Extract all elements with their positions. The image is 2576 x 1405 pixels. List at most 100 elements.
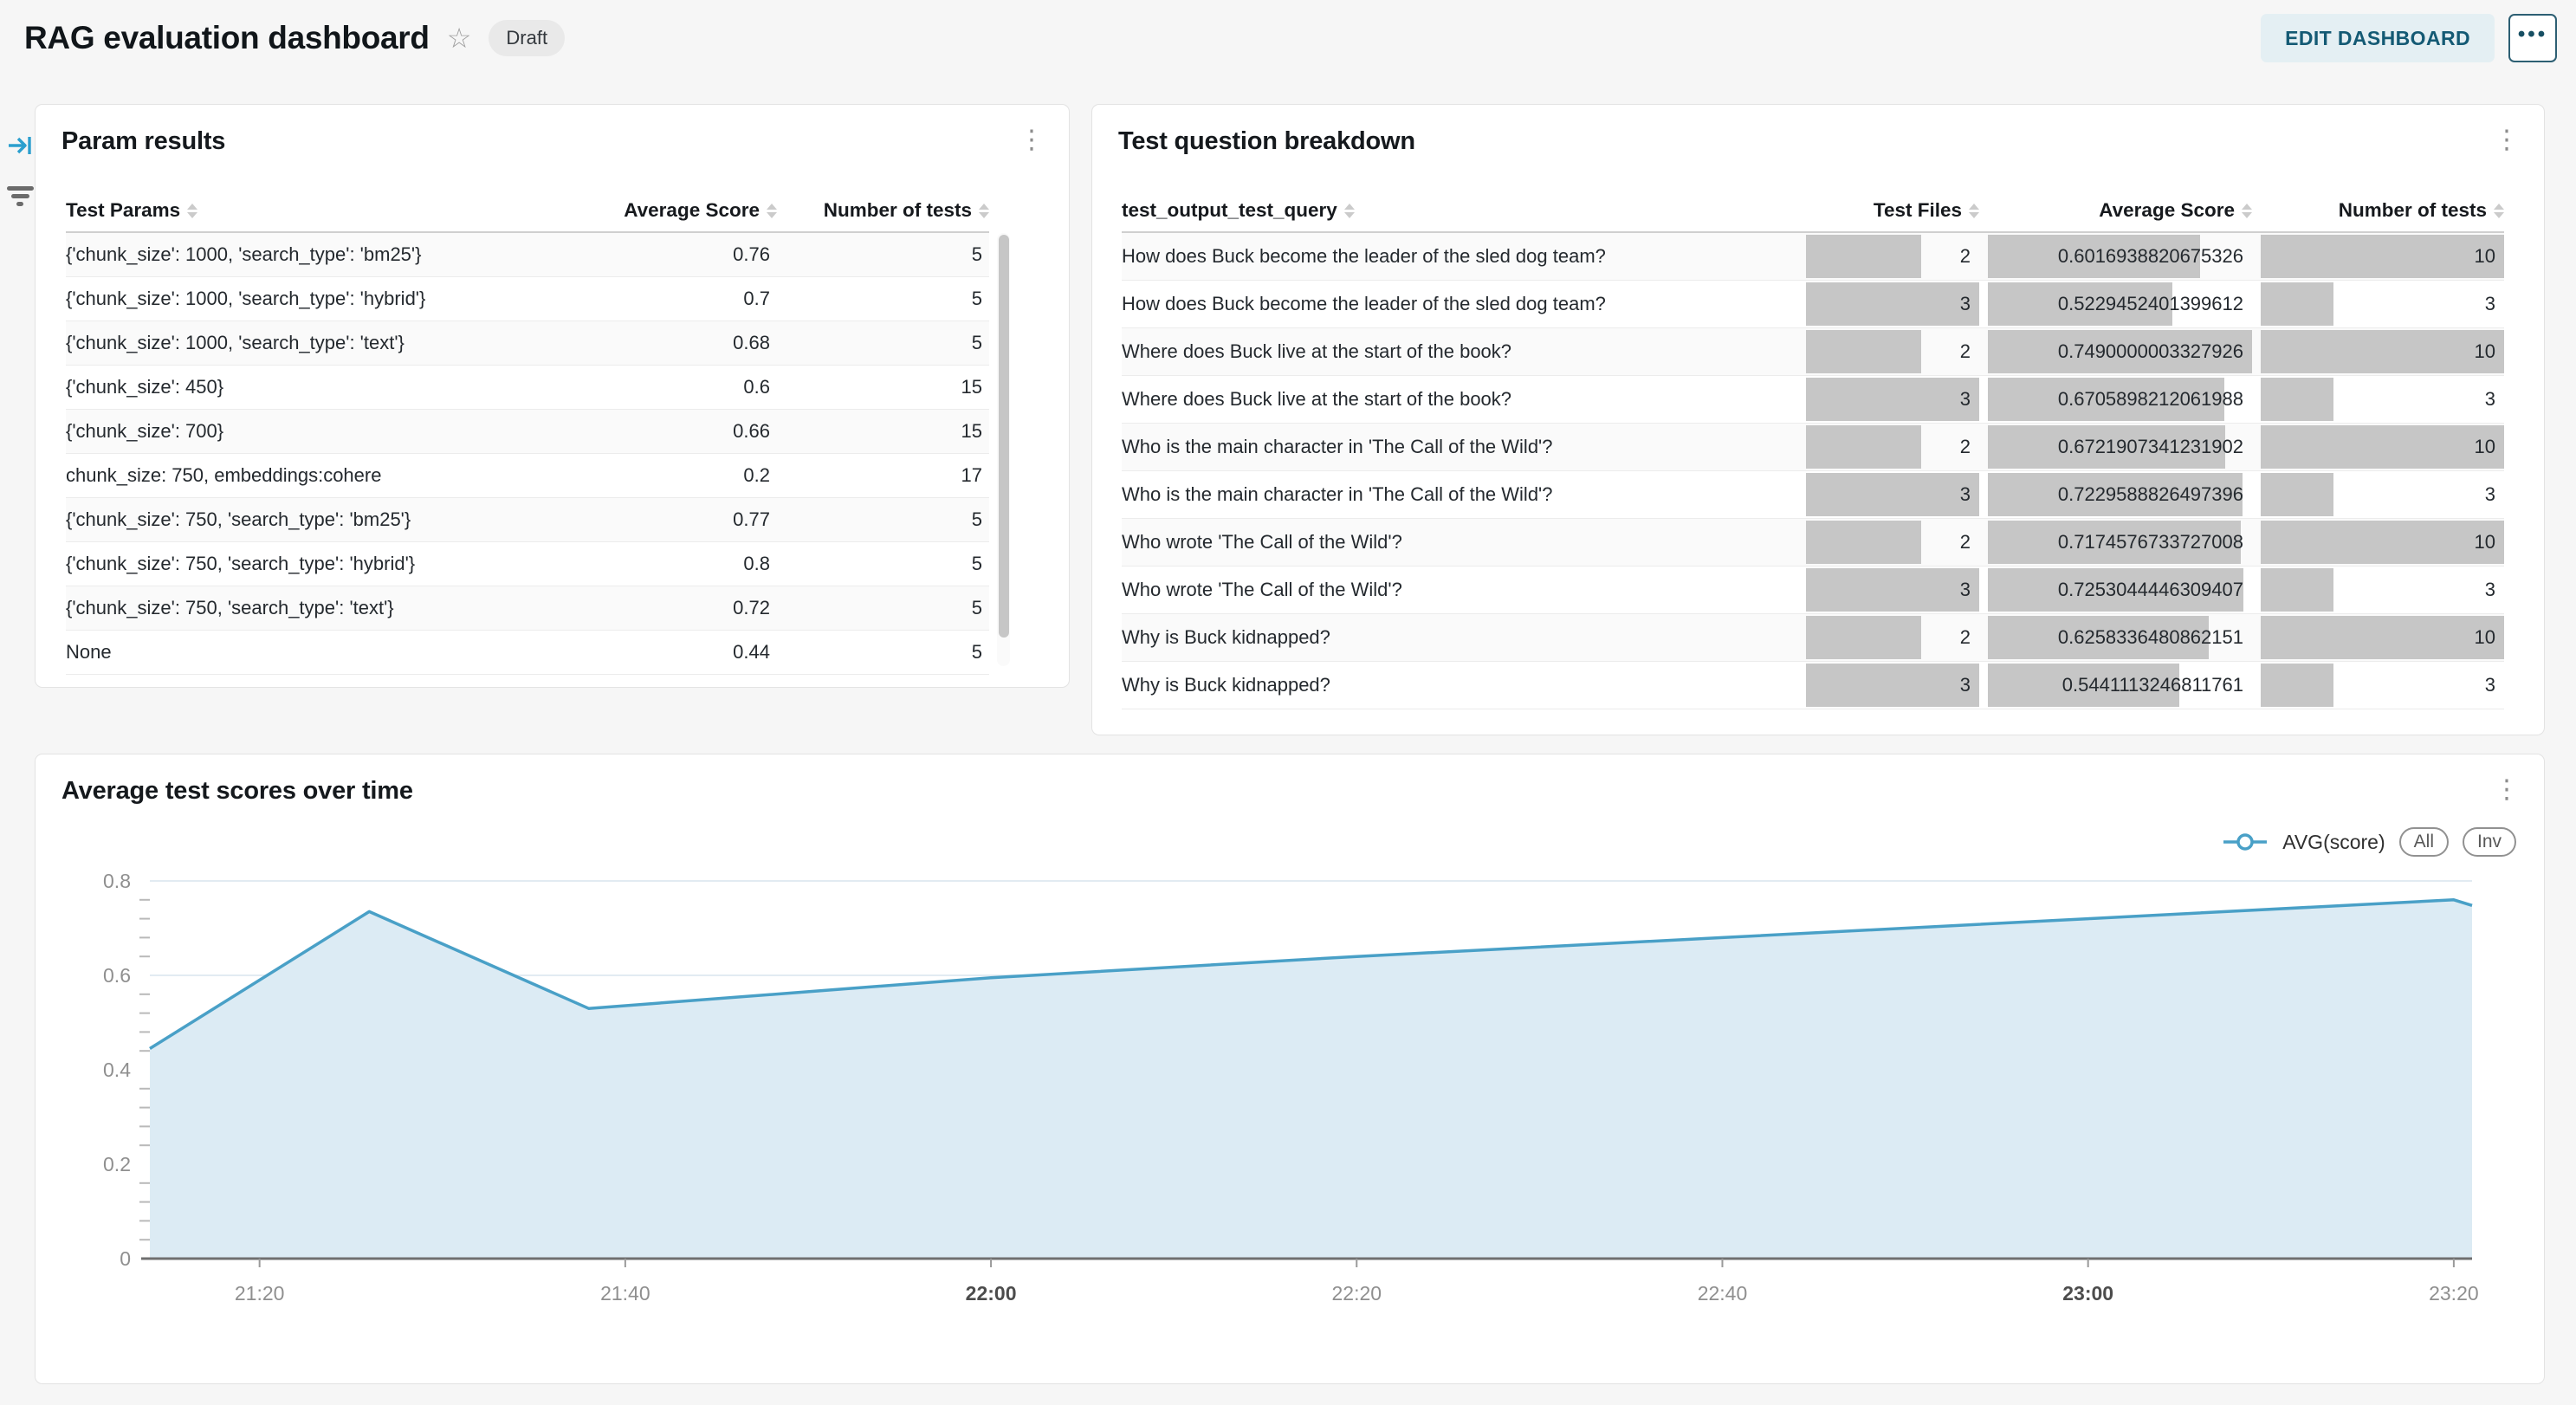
area-fill	[150, 899, 2472, 1259]
table-row: How does Buck become the leader of the s…	[1122, 233, 2504, 281]
table-row: Who is the main character in 'The Call o…	[1122, 471, 2504, 519]
cell-value: 0.7253044446309407	[2057, 579, 2243, 600]
cell-value: 10	[2474, 340, 2495, 362]
data-bar	[1988, 616, 2209, 659]
test-files-cell: 2	[1806, 328, 1979, 375]
avg-score-cell: 0.5229452401399612	[1988, 281, 2252, 327]
edit-dashboard-button[interactable]: EDIT DASHBOARD	[2261, 14, 2495, 62]
avg-score-cell: 0.7174576733727008	[1988, 519, 2252, 566]
avg-score-cell: 0.5441113246811761	[1988, 662, 2252, 709]
expand-panel-icon[interactable]	[5, 130, 36, 161]
column-header-average-score[interactable]: Average Score	[591, 199, 777, 222]
sort-icon	[1343, 203, 1355, 218]
column-header-test-query[interactable]: test_output_test_query	[1122, 199, 1797, 222]
num-tests-cell: 5	[971, 553, 982, 574]
data-bar	[1988, 425, 2225, 469]
panel-title: Test question breakdown	[1118, 127, 1415, 155]
query-cell: Why is Buck kidnapped?	[1122, 674, 1330, 696]
cell-value: 3	[2484, 674, 2495, 696]
num-tests-cell: 10	[2261, 614, 2504, 661]
num-tests-cell: 3	[2261, 376, 2504, 423]
kebab-menu-icon[interactable]: ⋮	[2494, 775, 2520, 804]
favorite-star-icon[interactable]: ☆	[446, 23, 472, 54]
kebab-menu-icon[interactable]: ⋮	[2494, 126, 2520, 154]
num-tests-cell: 15	[961, 420, 982, 442]
table-row: {'chunk_size': 450} 0.6 15	[66, 366, 989, 410]
num-tests-cell: 5	[971, 641, 982, 663]
table-row: {'chunk_size': 700} 0.66 15	[66, 410, 989, 454]
filter-icon[interactable]	[5, 180, 36, 211]
x-tick-label: 22:40	[1698, 1282, 1748, 1305]
avg-score-cell: 0.7490000003327926	[1988, 328, 2252, 375]
sort-icon	[979, 203, 989, 218]
num-tests-cell: 3	[2261, 662, 2504, 709]
cell-value: 3	[2484, 293, 2495, 314]
column-header-average-score[interactable]: Average Score	[1988, 199, 2252, 222]
kebab-menu-icon[interactable]: ⋮	[1019, 126, 1045, 154]
test-files-cell: 3	[1806, 662, 1979, 709]
table-row: chunk_size: 750, embeddings:cohere 0.2 17	[66, 454, 989, 498]
data-bar	[2261, 664, 2334, 707]
table-row: {'chunk_size': 750, 'search_type': 'text…	[66, 586, 989, 631]
left-rail	[5, 130, 36, 211]
breakdown-rows: How does Buck become the leader of the s…	[1122, 233, 2504, 709]
data-bar	[1806, 378, 1979, 421]
x-tick-label: 23:20	[2429, 1282, 2479, 1305]
query-cell: Who is the main character in 'The Call o…	[1122, 483, 1553, 505]
query-cell: Where does Buck live at the start of the…	[1122, 388, 1512, 410]
avg-score-cell: 0.72	[733, 597, 770, 618]
legend-all-button[interactable]: All	[2398, 827, 2449, 857]
num-tests-cell: 3	[2261, 281, 2504, 327]
cell-value: 3	[1959, 579, 1971, 600]
more-options-button[interactable]: •••	[2508, 14, 2557, 62]
num-tests-cell: 10	[2261, 328, 2504, 375]
data-bar	[1988, 235, 2200, 278]
cell-value: 10	[2474, 436, 2495, 457]
table-row: {'chunk_size': 750, 'search_type': 'hybr…	[66, 542, 989, 586]
cell-value: 2	[1959, 436, 1971, 457]
cell-value: 10	[2474, 245, 2495, 267]
data-bar	[1806, 616, 1922, 659]
cell-value: 3	[2484, 579, 2495, 600]
avg-score-cell: 0.66	[733, 420, 770, 442]
sort-icon	[2242, 203, 2252, 218]
data-bar	[2261, 282, 2334, 326]
table-row: {'chunk_size': 1000, 'search_type': 'bm2…	[66, 233, 989, 277]
test-files-cell: 3	[1806, 281, 1979, 327]
sort-icon	[2494, 203, 2504, 218]
num-tests-cell: 17	[961, 464, 982, 486]
param-results-table-head: Test Params Average Score Number of test…	[66, 190, 989, 233]
num-tests-cell: 5	[971, 597, 982, 618]
cell-value: 3	[1959, 388, 1971, 410]
column-header-number-of-tests[interactable]: Number of tests	[2261, 199, 2504, 222]
scrollbar-thumb[interactable]	[998, 235, 1009, 638]
status-badge: Draft	[489, 20, 566, 56]
data-bar	[2261, 330, 2504, 373]
data-bar	[2261, 378, 2334, 421]
avg-score-cell: 0.6016938820675326	[1988, 233, 2252, 280]
param-cell: {'chunk_size': 750, 'search_type': 'hybr…	[66, 553, 416, 574]
data-bar	[2261, 235, 2504, 278]
x-tick-label: 22:20	[1331, 1282, 1382, 1305]
column-header-test-params[interactable]: Test Params	[66, 199, 591, 222]
num-tests-cell: 10	[2261, 424, 2504, 470]
scores-chart-svg: 0 0.2 0.4 0.6 0.8 21:20 21:40 22:00 22:20 22:40 23…	[103, 870, 2479, 1305]
test-files-cell: 3	[1806, 567, 1979, 613]
data-bar	[1988, 378, 2224, 421]
data-bar	[1806, 473, 1979, 516]
data-bar	[2261, 473, 2334, 516]
table-row: Where does Buck live at the start of the…	[1122, 376, 2504, 424]
x-tick-label: 21:20	[235, 1282, 285, 1305]
avg-score-cell: 0.6721907341231902	[1988, 424, 2252, 470]
num-tests-cell: 5	[971, 243, 982, 265]
data-bar	[1806, 425, 1922, 469]
cell-value: 2	[1959, 245, 1971, 267]
test-files-cell: 3	[1806, 471, 1979, 518]
cell-value: 0.5441113246811761	[2061, 674, 2243, 696]
column-header-number-of-tests[interactable]: Number of tests	[777, 199, 989, 222]
legend-inv-button[interactable]: Inv	[2462, 827, 2516, 857]
data-bar	[1806, 664, 1979, 707]
data-bar	[2261, 616, 2504, 659]
column-header-test-files[interactable]: Test Files	[1806, 199, 1979, 222]
num-tests-cell: 5	[971, 288, 982, 309]
